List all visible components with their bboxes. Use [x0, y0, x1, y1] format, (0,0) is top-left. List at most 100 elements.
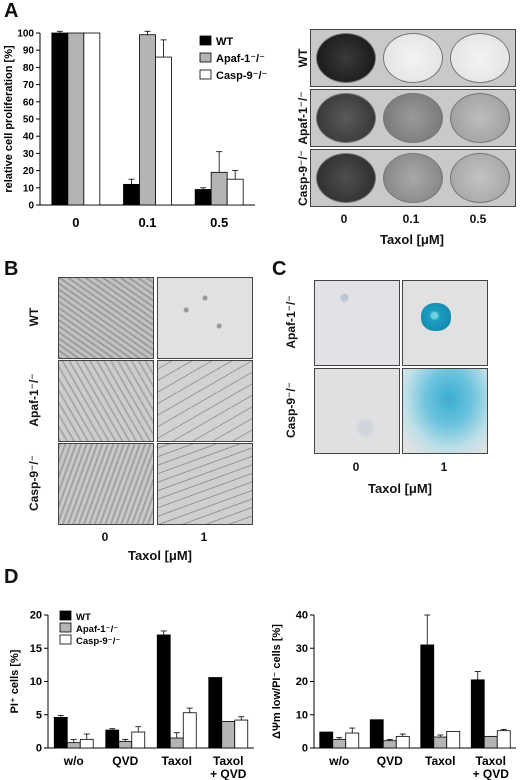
- y-tick-label: 15: [30, 643, 42, 655]
- c-dose-tick-0: 0: [352, 460, 360, 474]
- plate-apaf: [310, 89, 516, 147]
- legend-swatch: [59, 610, 72, 621]
- bar-2-2: [226, 178, 244, 206]
- category-label: + QVD: [473, 767, 510, 780]
- well-casp-05: [450, 153, 510, 203]
- bar-1-1: [382, 740, 397, 749]
- bar-1-2: [169, 737, 184, 749]
- b-photo-wt-0: [58, 277, 154, 359]
- a-dose-tick-2: 0.5: [469, 212, 487, 226]
- bar-1-3: [221, 720, 236, 749]
- bar-0-0: [53, 717, 68, 749]
- bar-2-2: [182, 712, 197, 749]
- bar-0-1: [123, 183, 140, 206]
- well-wt-05: [450, 33, 510, 83]
- y-tick-label: 100: [17, 29, 34, 40]
- legend-label: Apaf-1⁻/⁻: [216, 53, 265, 65]
- legend-swatch: [199, 69, 212, 80]
- y-tick-label: 0: [36, 743, 42, 755]
- y-tick-label: 30: [23, 149, 35, 160]
- bar-2-1: [155, 56, 172, 206]
- c-row-label-apaf: Apaf-1⁻/⁻: [284, 295, 298, 349]
- category-label: Taxol: [162, 754, 192, 768]
- y-axis-label: relative cell proliferation [%]: [3, 45, 15, 193]
- bar-2-3: [496, 730, 511, 749]
- c-xlabel: Taxol [μM]: [367, 481, 433, 496]
- bar-0-1: [369, 719, 384, 749]
- bar-2-2: [446, 730, 461, 749]
- c-photo-casp-0: [314, 368, 400, 454]
- b-photo-casp-0: [58, 443, 154, 525]
- well-apaf-01: [383, 93, 443, 143]
- y-tick-label: 40: [296, 610, 308, 622]
- well-wt-0: [316, 33, 376, 83]
- y-tick-label: 20: [296, 676, 308, 688]
- bar-0-2: [156, 634, 171, 749]
- bar-0-0: [51, 32, 69, 206]
- bar-2-1: [131, 731, 146, 749]
- bar-0-3: [208, 677, 223, 749]
- a-dose-tick-1: 0.1: [402, 212, 420, 226]
- plate-wt: [310, 29, 516, 87]
- y-tick-label: 10: [296, 709, 308, 721]
- legend-swatch: [199, 35, 212, 46]
- bar-0-2: [420, 644, 435, 749]
- y-axis-label: ΔΨm low/PI⁻ cells [%]: [271, 624, 283, 739]
- panel-label-a: A: [4, 0, 19, 22]
- category-label: Taxol: [425, 754, 455, 768]
- legend-swatch: [199, 52, 212, 63]
- y-tick-label: 40: [23, 132, 35, 143]
- bar-2-3: [234, 719, 249, 749]
- bar-1-0: [66, 742, 81, 749]
- y-tick-label: 50: [23, 115, 35, 126]
- y-tick-label: 5: [36, 709, 42, 721]
- c-dose-tick-1: 1: [440, 460, 448, 474]
- panel-label-c: C: [272, 258, 287, 280]
- y-tick-label: 20: [23, 166, 35, 177]
- category-label: 0: [72, 215, 79, 230]
- category-label: w/o: [63, 754, 84, 768]
- legend-label: WT: [76, 612, 91, 623]
- bar-1-0: [67, 32, 85, 206]
- y-tick-label: 10: [23, 183, 35, 194]
- b-xlabel: Taxol [μM]: [127, 548, 193, 563]
- b-dose-tick-1: 1: [200, 530, 208, 544]
- bar-0-1: [105, 729, 120, 749]
- b-photo-wt-1: [157, 277, 253, 359]
- well-wt-01: [383, 33, 443, 83]
- category-label: Taxol: [476, 754, 506, 768]
- legend-swatch: [59, 634, 72, 645]
- a-row-label-casp: Casp-9⁻/⁻: [296, 150, 310, 207]
- category-label: Taxol: [213, 754, 243, 768]
- y-tick-label: 90: [23, 46, 35, 57]
- a-xlabel: Taxol [μM]: [379, 232, 445, 247]
- well-casp-01: [383, 153, 443, 203]
- bar-1-2: [210, 171, 228, 206]
- category-label: QVD: [112, 754, 138, 768]
- c-photo-apaf-1: [402, 280, 488, 366]
- a-dose-tick-0: 0: [340, 212, 348, 226]
- legend-swatch: [59, 622, 72, 633]
- chart-d-membrane-potential: 0 10 20 30 40 ΔΨm low/PI⁻ cells [%] w/o QVD Taxo…: [271, 610, 516, 780]
- category-label: 0.5: [210, 215, 228, 230]
- y-tick-label: 0: [302, 743, 308, 755]
- legend-label: Casp-9⁻/⁻: [216, 70, 268, 82]
- y-tick-label: 30: [296, 643, 308, 655]
- panel-label-d: D: [4, 566, 19, 588]
- bar-2-0: [345, 732, 360, 749]
- well-casp-0: [316, 153, 376, 203]
- bar-1-0: [332, 738, 347, 749]
- bar-2-0: [79, 738, 94, 749]
- plate-casp: [310, 149, 516, 207]
- c-stained-cell: [421, 303, 451, 331]
- legend-label: WT: [216, 36, 233, 48]
- y-tick-label: 10: [30, 676, 42, 688]
- y-tick-label: 70: [23, 80, 35, 91]
- y-tick-label: 20: [30, 610, 42, 622]
- legend-label: Casp-9⁻/⁻: [76, 636, 120, 647]
- bar-2-0: [83, 32, 101, 206]
- b-row-label-casp: Casp-9⁻/⁻: [27, 455, 41, 512]
- well-apaf-0: [316, 93, 376, 143]
